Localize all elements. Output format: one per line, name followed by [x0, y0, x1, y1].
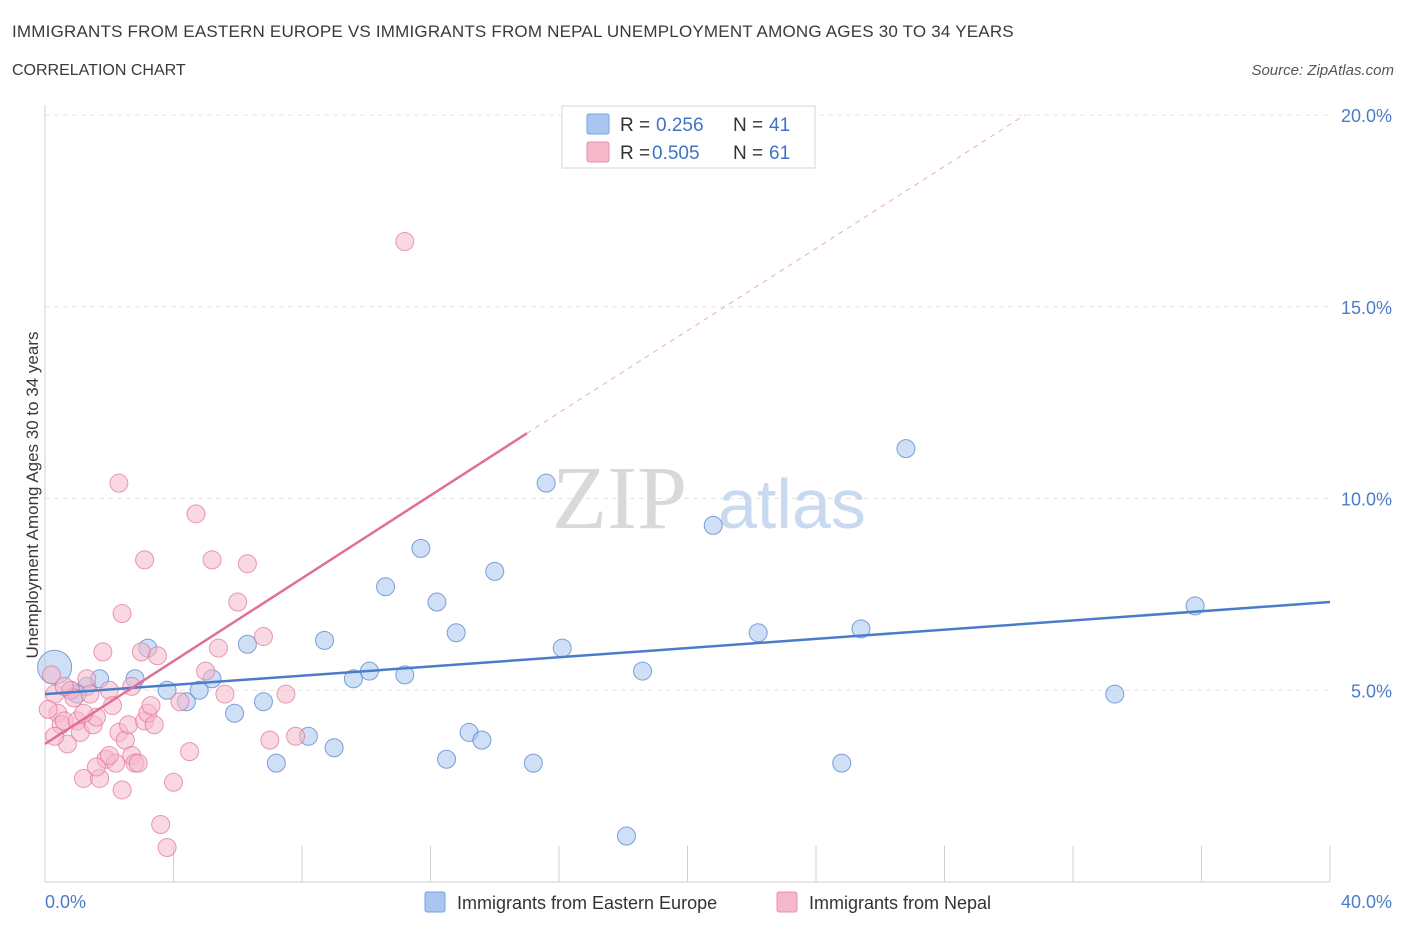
- point-nepal-0: [41, 665, 61, 685]
- point-eastern-europe-20: [395, 665, 415, 685]
- legend-n-label-2: N =: [733, 143, 763, 164]
- y-axis-label: Unemployment Among Ages 30 to 34 years: [23, 332, 42, 659]
- chart-title: IMMIGRANTS FROM EASTERN EUROPE VS IMMIGR…: [12, 22, 1014, 41]
- point-nepal-41: [208, 638, 228, 658]
- point-eastern-europe-31: [616, 826, 636, 846]
- point-eastern-europe-37: [896, 439, 916, 459]
- point-nepal-33: [151, 814, 171, 834]
- legend-r-value-2: 0.505: [652, 143, 700, 164]
- legend: R = 0.256 N = 41 R = 0.505 N = 61: [561, 105, 816, 169]
- point-nepal-60: [86, 757, 106, 777]
- trend-lines: [44, 114, 1331, 745]
- watermark-atlas: atlas: [718, 465, 866, 543]
- x-tick-label-0: 0.0%: [45, 892, 86, 912]
- bottom-legend: Immigrants from Eastern Europe Immigrant…: [424, 891, 991, 913]
- point-nepal-46: [260, 730, 280, 750]
- y-tick-label-3: 20.0%: [1341, 106, 1392, 126]
- point-nepal-39: [196, 661, 216, 681]
- source-label: Source: ZipAtlas.com: [1251, 62, 1394, 79]
- point-eastern-europe-26: [472, 730, 492, 750]
- point-nepal-32: [147, 646, 167, 666]
- point-nepal-40: [202, 550, 222, 570]
- bottom-legend-label-eastern-europe: Immigrants from Eastern Europe: [457, 893, 717, 913]
- point-nepal-57: [141, 696, 161, 716]
- point-nepal-24: [119, 715, 139, 735]
- point-eastern-europe-33: [703, 515, 723, 535]
- point-eastern-europe-21: [411, 538, 431, 558]
- point-eastern-europe-15: [314, 630, 334, 650]
- legend-n-label-1: N =: [733, 115, 763, 136]
- point-eastern-europe-27: [485, 561, 505, 581]
- point-nepal-11: [77, 669, 97, 689]
- data-points: [37, 232, 1205, 857]
- point-nepal-31: [144, 715, 164, 735]
- legend-swatch-eastern-europe: [586, 113, 610, 135]
- point-eastern-europe-23: [437, 749, 457, 769]
- point-nepal-36: [170, 692, 190, 712]
- point-nepal-53: [38, 699, 58, 719]
- point-eastern-europe-32: [633, 661, 653, 681]
- legend-n-value-2: 61: [769, 143, 790, 164]
- point-nepal-52: [395, 232, 415, 252]
- tick-labels: 5.0% 10.0% 15.0% 20.0% 0.0% 40.0%: [45, 106, 1392, 912]
- point-eastern-europe-36: [851, 619, 871, 639]
- point-eastern-europe-16: [324, 738, 344, 758]
- point-nepal-16: [93, 642, 113, 662]
- point-eastern-europe-34: [748, 623, 768, 643]
- trend-line-nepal: [44, 432, 528, 745]
- point-nepal-42: [215, 684, 235, 704]
- point-eastern-europe-22: [427, 592, 447, 612]
- point-nepal-22: [112, 780, 132, 800]
- legend-r-value-1: 0.256: [656, 115, 704, 136]
- point-nepal-50: [135, 550, 155, 570]
- legend-r-label-1: R =: [620, 115, 650, 136]
- point-eastern-europe-38: [1105, 684, 1125, 704]
- bottom-legend-label-nepal: Immigrants from Nepal: [809, 893, 991, 913]
- point-eastern-europe-29: [536, 473, 556, 493]
- point-nepal-48: [286, 726, 306, 746]
- point-nepal-12: [80, 684, 100, 704]
- bottom-legend-swatch-eastern-europe: [424, 891, 446, 913]
- watermark: ZIP atlas: [552, 449, 866, 548]
- y-tick-label-0: 5.0%: [1351, 681, 1392, 701]
- point-nepal-54: [54, 676, 74, 696]
- x-tick-label-1: 40.0%: [1341, 892, 1392, 912]
- axes: [44, 105, 1331, 883]
- point-eastern-europe-13: [266, 753, 286, 773]
- point-nepal-47: [276, 684, 296, 704]
- point-eastern-europe-28: [523, 753, 543, 773]
- point-eastern-europe-8: [189, 680, 209, 700]
- point-nepal-43: [228, 592, 248, 612]
- point-nepal-51: [112, 604, 132, 624]
- point-eastern-europe-35: [832, 753, 852, 773]
- point-nepal-27: [128, 753, 148, 773]
- point-nepal-56: [99, 745, 119, 765]
- point-nepal-35: [164, 772, 183, 792]
- point-nepal-49: [109, 473, 129, 493]
- point-eastern-europe-30: [552, 638, 572, 658]
- point-eastern-europe-19: [376, 577, 396, 597]
- point-eastern-europe-12: [253, 692, 273, 712]
- watermark-zip: ZIP: [552, 449, 687, 548]
- trend-line-eastern-europe: [44, 600, 1331, 696]
- point-eastern-europe-17: [343, 669, 363, 689]
- point-nepal-38: [186, 504, 206, 524]
- point-nepal-45: [253, 627, 273, 647]
- bottom-legend-swatch-nepal: [776, 891, 798, 913]
- y-tick-label-1: 10.0%: [1341, 490, 1392, 510]
- legend-r-label-2: R =: [620, 143, 650, 164]
- point-nepal-44: [237, 554, 257, 574]
- trend-line-dashed-nepal: [526, 114, 1026, 434]
- y-tick-label-2: 15.0%: [1341, 298, 1392, 318]
- legend-n-value-1: 41: [769, 115, 790, 136]
- chart-subtitle: CORRELATION CHART: [12, 62, 186, 79]
- point-nepal-34: [157, 837, 177, 857]
- point-eastern-europe-11: [237, 634, 257, 654]
- legend-swatch-nepal: [586, 141, 610, 163]
- point-eastern-europe-10: [225, 703, 245, 723]
- point-nepal-37: [180, 742, 200, 762]
- point-nepal-28: [131, 642, 151, 662]
- point-eastern-europe-24: [446, 623, 466, 643]
